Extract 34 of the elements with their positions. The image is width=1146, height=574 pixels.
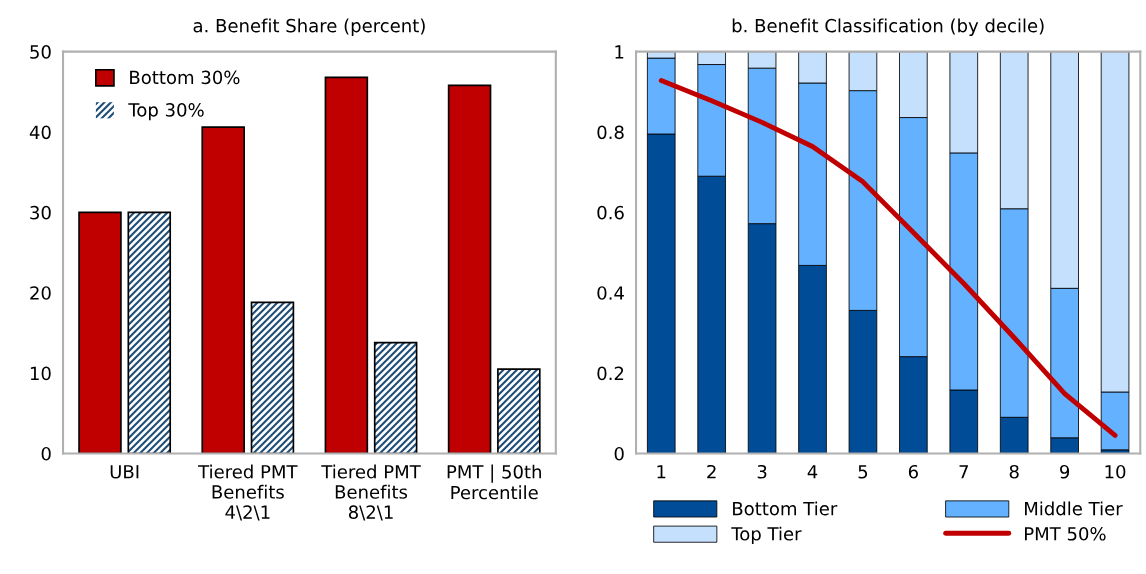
y-tick-label: 0.2 — [597, 366, 624, 381]
y-tick-label: 1 — [615, 45, 624, 59]
legend-label: Bottom Tier — [733, 501, 838, 516]
x-tick-label: 3 — [757, 464, 767, 479]
y-tick-label: 0 — [614, 446, 624, 461]
legend-label: Bottom 30% — [130, 70, 240, 85]
x-tick-label: Tiered PMT Benefits 4\2\1 — [198, 464, 298, 521]
legend-label: Top Tier — [731, 526, 802, 545]
y-tick-label: 0.4 — [597, 286, 624, 300]
y-tick-label: 0.6 — [597, 205, 624, 220]
y-tick-label: 20 — [30, 286, 51, 300]
x-tick-label: 1 — [657, 465, 666, 479]
x-tick-label: 9 — [1060, 464, 1070, 479]
x-tick-label: 8 — [1009, 464, 1019, 479]
x-tick-label: 10 — [1105, 464, 1126, 479]
x-tick-label: 4 — [807, 465, 818, 479]
chart-title: b. Benefit Classification (by decile) — [732, 18, 1044, 36]
y-tick-label: 0 — [41, 446, 51, 461]
legend-label: PMT 50% — [1025, 526, 1106, 541]
y-tick-label: 50 — [30, 45, 51, 59]
x-tick-label: PMT | 50th Percentile — [447, 464, 541, 500]
x-tick-label: Tiered PMT Benefits 8\2\1 — [321, 464, 421, 521]
chart-title: a. Benefit Share (percent) — [193, 18, 425, 36]
legend-label: Middle Tier — [1025, 501, 1123, 516]
x-tick-label: 5 — [858, 465, 868, 479]
x-tick-label: 6 — [908, 464, 918, 479]
y-tick-label: 30 — [30, 205, 51, 220]
y-tick-label: 40 — [29, 125, 51, 140]
y-tick-label: 0.8 — [597, 125, 624, 140]
x-tick-label: 2 — [707, 464, 716, 479]
legend-label: Top 30% — [128, 103, 204, 121]
x-tick-label: UBI — [110, 465, 139, 479]
y-tick-label: 10 — [30, 366, 51, 381]
x-tick-label: 7 — [959, 465, 968, 479]
